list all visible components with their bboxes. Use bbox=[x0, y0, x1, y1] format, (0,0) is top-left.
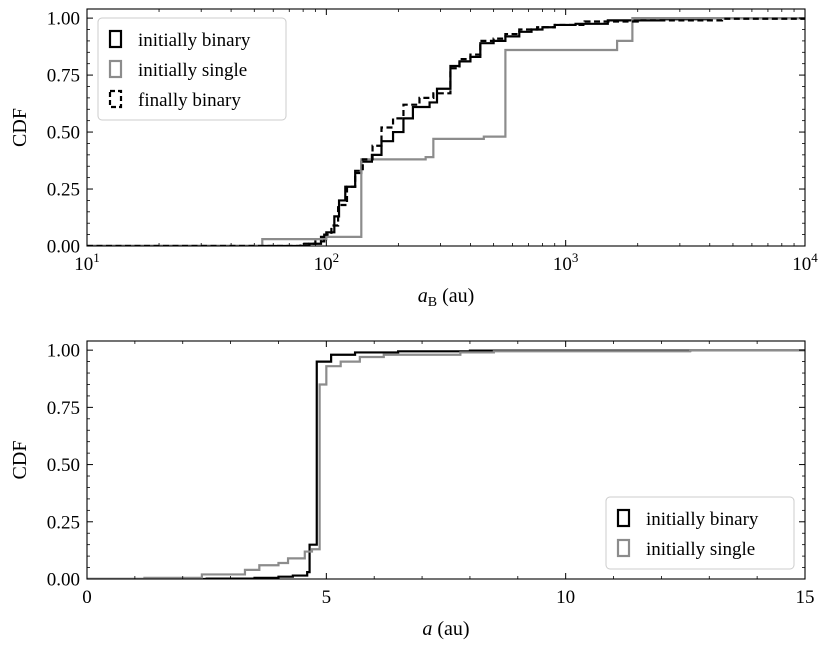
legend: initially binary initially single finally … bbox=[97, 17, 287, 121]
y-tick-label: 0.75 bbox=[47, 66, 80, 87]
legend-label: initially binary bbox=[646, 509, 759, 530]
x-tick-label: 5 bbox=[322, 587, 332, 608]
series-line-finally-binary bbox=[87, 17, 805, 246]
series-line-initially-single bbox=[87, 17, 805, 246]
series-group bbox=[87, 349, 805, 579]
x-axis-label: aB (au) bbox=[418, 285, 475, 310]
legend-swatch bbox=[108, 59, 123, 79]
legend-box bbox=[605, 496, 795, 570]
axes-frame bbox=[86, 340, 806, 580]
bottom-panel-cdf-semimajor-axis: 0.00 0.25 0.50 0.75 1.00 0 5 10 15 a (au) CDF initi… bbox=[9, 340, 815, 640]
legend-label: initially single bbox=[646, 539, 755, 560]
y-tick-label: 0.50 bbox=[47, 123, 80, 144]
y-tick-label: 0.25 bbox=[47, 180, 80, 201]
y-tick-label: 1.00 bbox=[47, 9, 80, 30]
y-axis-label: CDF bbox=[9, 441, 31, 480]
series-line-initially-binary bbox=[87, 349, 805, 579]
x-tick-label: 0 bbox=[82, 587, 92, 608]
y-tick-label: 0.50 bbox=[47, 455, 80, 476]
x-tick-label: 15 bbox=[796, 587, 815, 608]
y-tick-label: 0.25 bbox=[47, 512, 80, 533]
y-axis-label: CDF bbox=[9, 108, 31, 147]
x-tick-label: 104 bbox=[792, 250, 818, 275]
x-tick-label: 101 bbox=[74, 250, 100, 275]
y-tick-label: 0.00 bbox=[47, 237, 80, 258]
x-axis-label: a (au) bbox=[422, 618, 469, 640]
x-tick-label: 10 bbox=[556, 587, 575, 608]
legend-swatch bbox=[616, 538, 631, 558]
x-tick-label: 103 bbox=[553, 250, 579, 275]
top-panel-cdf-binary-separation: 0.00 0.25 0.50 0.75 1.00 101 102 103 104 aB (au) C… bbox=[9, 8, 818, 310]
legend-box bbox=[97, 17, 287, 121]
x-tick-label: 102 bbox=[314, 250, 340, 275]
legend-label: initially single bbox=[138, 60, 247, 81]
legend-swatch bbox=[108, 89, 123, 109]
series-line-initially-single bbox=[87, 349, 805, 579]
legend-label: initially binary bbox=[138, 30, 251, 51]
y-tick-label: 0.00 bbox=[47, 570, 80, 591]
series-group bbox=[87, 17, 805, 246]
y-tick-label: 0.75 bbox=[47, 398, 80, 419]
legend: initially binary initially single bbox=[605, 496, 795, 570]
legend-swatch bbox=[108, 29, 123, 49]
y-tick-label: 1.00 bbox=[47, 341, 80, 362]
legend-label: finally binary bbox=[138, 90, 241, 111]
axes-frame bbox=[86, 8, 806, 247]
legend-swatch bbox=[616, 508, 631, 528]
